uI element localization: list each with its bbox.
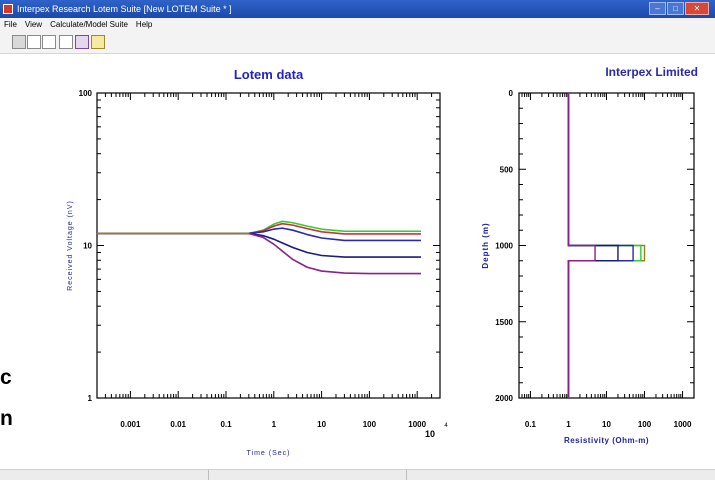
menu-calculate-model-suite[interactable]: Calculate/Model Suite: [50, 20, 128, 29]
branding-text: Interpex Limited: [605, 65, 698, 79]
side-text-2: n: [0, 407, 13, 430]
chart2-ytick-label: 2000: [495, 394, 513, 403]
chart1-ylabel: Received Voltage (nV): [67, 200, 74, 291]
chart1-xlabel: Time (Sec): [247, 450, 291, 457]
menu-view[interactable]: View: [24, 20, 43, 29]
printer-icon[interactable]: [12, 35, 26, 49]
info-icon[interactable]: [91, 35, 105, 49]
chart2-xtick-label: 1000: [674, 420, 692, 429]
window-icon[interactable]: [27, 35, 41, 49]
chart1-frame: [96, 92, 441, 399]
chart2-series-line-5: [567, 93, 596, 398]
chart2-xlabel: Resistivity (Ohm-m): [564, 436, 649, 445]
status-segment-1: [0, 470, 209, 480]
chart1-xtick-label: 10: [317, 420, 326, 429]
chart2-xtick-label: 100: [638, 420, 652, 429]
menu-bar: File View Calculate/Model Suite Help: [0, 18, 715, 31]
multi-window-icon[interactable]: [59, 35, 73, 49]
single-window-icon[interactable]: [42, 35, 56, 49]
menu-file[interactable]: File: [4, 20, 17, 29]
window-controls: – □ ✕: [649, 2, 709, 15]
resistivity-depth-chart: 0 500 1000 1500 2000 0.1 1 10 100 1000 Resistivity…: [481, 89, 695, 445]
chart1-series-line-3: [97, 227, 421, 242]
toolbar: [0, 31, 715, 54]
chart2-ytick-label: 1500: [495, 318, 513, 327]
chart2-ytick-label: 500: [500, 165, 514, 174]
pen-icon[interactable]: [75, 35, 89, 49]
chart2-ytick-label: 1000: [495, 242, 513, 251]
maximize-icon[interactable]: □: [667, 2, 684, 15]
chart1-xtick-label: 100: [363, 420, 377, 429]
title-bar: Interpex Research Lotem Suite [New LOTEM…: [0, 0, 715, 18]
status-bar: [0, 469, 715, 480]
chart1-extra-label: 10: [425, 429, 435, 439]
chart1-series-line-4: [97, 232, 421, 258]
chart2-xtick-label: 10: [602, 420, 611, 429]
status-segment-2: [209, 470, 407, 480]
chart1-title: Lotem data: [234, 67, 304, 82]
minimize-icon[interactable]: –: [649, 2, 666, 15]
window-title: Interpex Research Lotem Suite [New LOTEM…: [17, 4, 232, 14]
chart1-ytick-label: 10: [83, 242, 92, 251]
chart2-xtick-label: 0.1: [525, 420, 537, 429]
chart1-series-line-5: [97, 232, 421, 275]
chart2-xtick-label: 1: [566, 420, 571, 429]
chart1-xtick-label: 0.1: [220, 420, 232, 429]
close-icon[interactable]: ✕: [685, 2, 709, 15]
chart2-ylabel: Depth (m): [481, 222, 490, 268]
chart1-ytick-label: 100: [79, 89, 93, 98]
chart1-xtick-label: 1: [272, 420, 277, 429]
chart1-xtick-label: 0.01: [170, 420, 186, 429]
chart2-ytick-label: 0: [509, 89, 514, 98]
chart1-xtick-label: 1000: [408, 420, 426, 429]
chart1-xtick-label: 0.001: [120, 420, 141, 429]
menu-help[interactable]: Help: [135, 20, 153, 29]
side-text-1: c: [0, 366, 12, 389]
chart1-ytick-label: 1: [88, 394, 93, 403]
chart1-extra-superscript: 4: [444, 423, 448, 429]
app-icon: [3, 4, 13, 14]
